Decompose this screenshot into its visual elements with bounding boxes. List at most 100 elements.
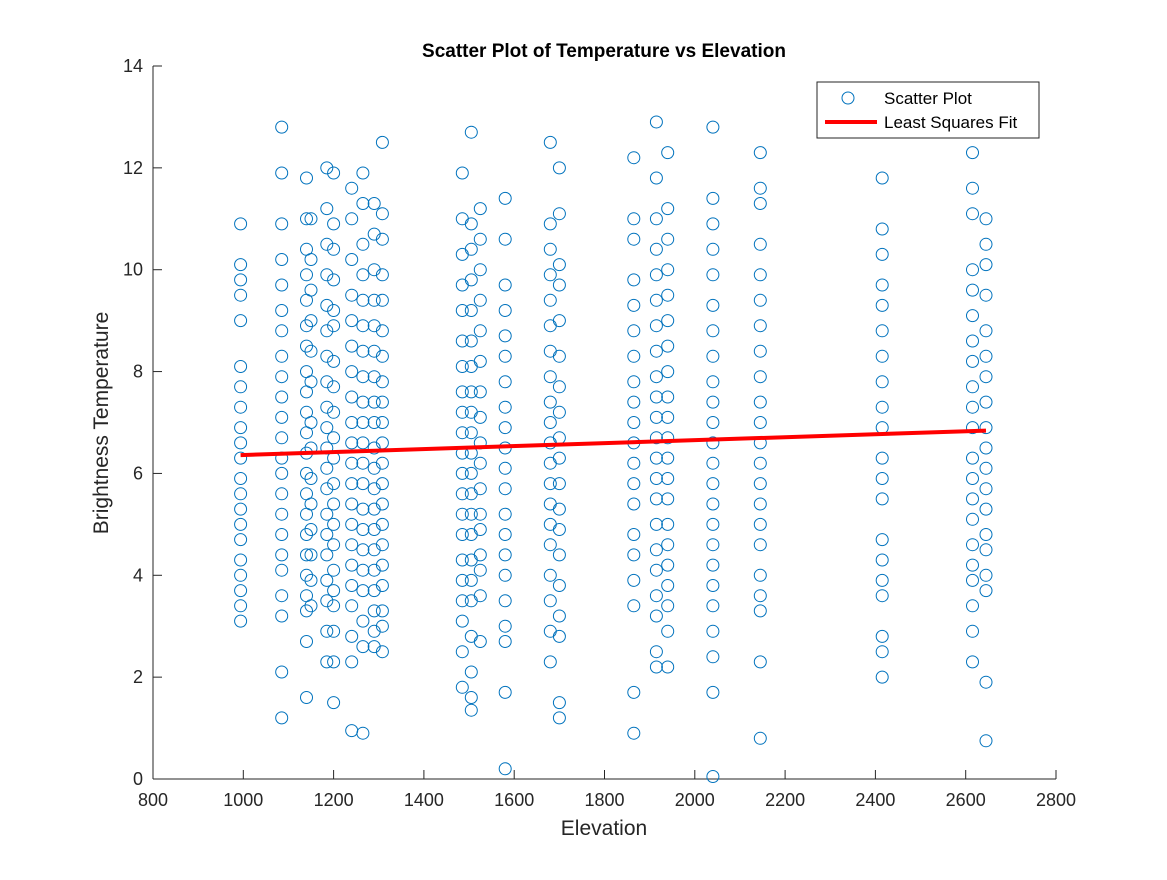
scatter-point xyxy=(345,497,359,511)
scatter-point xyxy=(464,703,478,717)
scatter-point xyxy=(875,670,889,684)
scatter-point xyxy=(320,461,334,475)
scatter-point xyxy=(356,614,370,628)
scatter-point xyxy=(275,466,289,480)
scatter-point xyxy=(320,161,334,175)
scatter-point xyxy=(320,202,334,216)
scatter-point xyxy=(345,538,359,552)
scatter-point xyxy=(627,324,641,338)
scatter-point xyxy=(875,472,889,485)
scatter-point xyxy=(320,421,334,435)
scatter-point xyxy=(552,629,566,643)
scatter-point xyxy=(375,207,389,221)
scatter-point xyxy=(706,324,720,338)
x-tick-label: 2800 xyxy=(1036,790,1076,810)
scatter-point xyxy=(753,497,767,511)
scatter-point xyxy=(327,563,341,577)
scatter-point xyxy=(320,573,334,587)
scatter-point xyxy=(706,191,720,205)
scatter-point xyxy=(979,482,993,496)
scatter-point xyxy=(706,477,720,491)
scatter-point xyxy=(345,599,359,613)
x-tick-label: 1400 xyxy=(404,790,444,810)
y-tick-label: 0 xyxy=(133,769,143,789)
scatter-point xyxy=(627,548,641,562)
scatter-point xyxy=(345,579,359,592)
scatter-point xyxy=(304,314,318,328)
scatter-point xyxy=(966,472,979,485)
x-tick-label: 2400 xyxy=(855,790,895,810)
scatter-point xyxy=(979,584,993,598)
scatter-point xyxy=(375,375,389,389)
scatter-point xyxy=(875,247,889,261)
scatter-point xyxy=(275,349,289,363)
scatter-point xyxy=(464,507,478,521)
scatter-point xyxy=(300,528,313,541)
scatter-point xyxy=(320,268,334,282)
scatter-point xyxy=(706,416,720,429)
scatter-point xyxy=(552,502,566,516)
scatter-point xyxy=(627,395,641,409)
scatter-point xyxy=(875,298,889,312)
scatter-point xyxy=(275,711,289,725)
scatter-point xyxy=(375,538,389,552)
scatter-point xyxy=(234,273,248,287)
scatter-point xyxy=(627,685,641,699)
scatter-point xyxy=(455,645,469,659)
scatter-point xyxy=(627,349,641,363)
scatter-point xyxy=(473,263,487,277)
scatter-point xyxy=(234,517,248,531)
scatter-point xyxy=(966,263,979,277)
scatter-point xyxy=(661,232,675,246)
scatter-point xyxy=(661,558,675,572)
scatter-point xyxy=(455,166,469,180)
scatter-point xyxy=(345,456,359,470)
scatter-point xyxy=(320,528,334,541)
scatter-point xyxy=(300,568,313,582)
scatter-point xyxy=(552,548,566,562)
scatter-point xyxy=(304,472,318,485)
scatter-point xyxy=(498,685,512,699)
scatter-point xyxy=(356,543,370,557)
scatter-point xyxy=(498,461,512,475)
scatter-point xyxy=(706,685,720,699)
scatter-point xyxy=(979,237,993,251)
scatter-point xyxy=(753,416,767,429)
scatter-point xyxy=(627,212,641,226)
scatter-point xyxy=(356,477,370,491)
scatter-point xyxy=(649,492,663,506)
scatter-point xyxy=(327,538,341,552)
scatter-point xyxy=(345,436,359,450)
scatter-point xyxy=(275,431,289,445)
scatter-point xyxy=(552,477,566,491)
scatter-point xyxy=(706,436,720,450)
scatter-point xyxy=(375,456,389,470)
scatter-point xyxy=(966,146,979,160)
scatter-point xyxy=(234,614,248,628)
scatter-point xyxy=(875,492,889,506)
scatter-point xyxy=(498,304,512,317)
scatter-point xyxy=(327,380,341,394)
scatter-point xyxy=(706,349,720,363)
scatter-point xyxy=(304,253,318,266)
scatter-point xyxy=(473,635,487,648)
scatter-point xyxy=(345,288,359,302)
scatter-point xyxy=(375,517,389,531)
scatter-point xyxy=(455,594,469,608)
scatter-point xyxy=(661,339,675,353)
scatter-point xyxy=(649,563,663,577)
fit-line xyxy=(240,428,987,458)
scatter-point xyxy=(234,380,248,394)
scatter-point xyxy=(455,528,469,541)
scatter-point xyxy=(275,609,289,623)
scatter-point xyxy=(275,253,289,266)
scatter-point xyxy=(375,497,389,511)
scatter-point xyxy=(498,278,512,292)
scatter-point xyxy=(304,375,318,389)
scatter-point xyxy=(498,507,512,521)
scatter-point xyxy=(627,151,641,165)
scatter-point xyxy=(661,288,675,302)
scatter-point xyxy=(498,329,512,343)
scatter-point xyxy=(275,120,289,134)
scatter-point xyxy=(649,410,663,424)
